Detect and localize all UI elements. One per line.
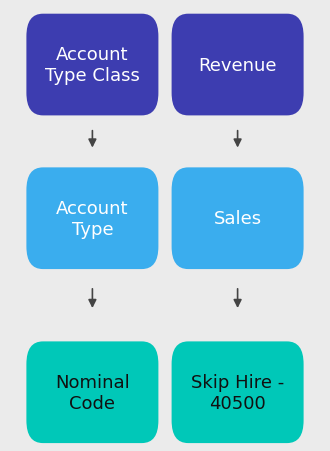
Text: Nominal
Code: Nominal Code (55, 373, 130, 412)
FancyBboxPatch shape (26, 168, 158, 269)
FancyBboxPatch shape (172, 342, 304, 443)
FancyBboxPatch shape (172, 15, 304, 116)
Text: Account
Type: Account Type (56, 199, 129, 238)
Text: Sales: Sales (214, 210, 262, 228)
FancyBboxPatch shape (26, 15, 158, 116)
FancyBboxPatch shape (26, 342, 158, 443)
Text: Skip Hire -
40500: Skip Hire - 40500 (191, 373, 284, 412)
Text: Revenue: Revenue (198, 56, 277, 74)
FancyBboxPatch shape (172, 168, 304, 269)
Text: Account
Type Class: Account Type Class (45, 46, 140, 85)
